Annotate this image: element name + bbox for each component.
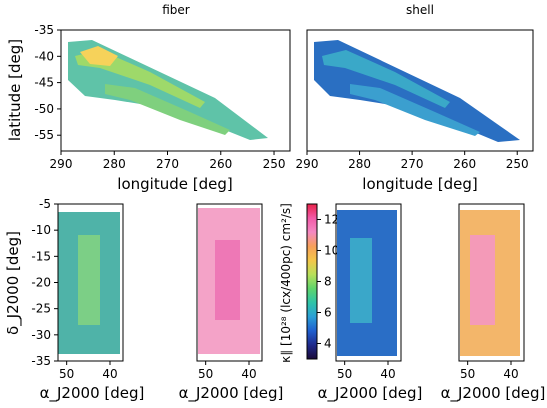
heatmap-fiber-peak [80,46,118,66]
heatmap-bottom-2 [198,208,260,354]
x-tick-label: 250 [263,157,286,171]
x-axis-label-shell: longitude [deg] [362,175,477,193]
heatmap-bottom-3 [337,210,397,356]
x-tick-label: 260 [453,157,476,171]
x-tick-label: 280 [348,157,371,171]
heatmap-shell [314,40,520,142]
panel-bottom-2: 50 40 α_J2000 [deg] [179,203,284,403]
y-tick-label: -35 [31,354,51,368]
y-tick-label: -35 [34,23,54,37]
panel-title-fiber: fiber [162,3,190,17]
panel-bottom-1: -5-10-15-20-25-30-35 50 40 α_J2000 [deg] … [4,197,144,403]
x-tick-label: 50 [59,367,74,381]
y-ticks-bottom-1: -5 -10 -15 -20 -25 -30 -35 [31,197,58,368]
x-tick-label: 40 [503,367,518,381]
heatmap-bottom-1 [58,212,120,354]
heatmap-bottom-4-band [470,235,495,325]
y-tick-label: -30 [31,328,51,342]
colorbar-tick-label: 10 [324,244,339,258]
panel-bottom-4: 50 40 α_J2000 [deg] [441,203,546,403]
axes-frame-fiber [60,29,291,152]
y-tick-label: -25 [31,302,51,316]
y-axis-label-fiber: latitude [deg] [6,39,24,141]
heatmap-shell-band [322,50,450,108]
heatmap-bottom-4 [460,210,520,356]
x-tick-label: 50 [198,367,213,381]
y-ticks-fiber: -35 -40 -45 -50 -55 [34,23,61,142]
y-tick-label: -5 [39,197,51,211]
heatmap-bottom-1-band [78,235,100,325]
x-tick-label: 290 [50,157,73,171]
x-tick-label: 290 [296,157,319,171]
colorbar-tick-label: 12 [324,213,339,227]
colorbar-bar [306,203,318,360]
x-tick-label: 40 [102,367,117,381]
x-axis-label-bottom-2: α_J2000 [deg] [179,384,284,403]
x-ticks-bottom-1: 50 40 [59,361,118,381]
x-ticks-shell: 290 280 270 260 250 [296,151,529,171]
x-tick-label: 270 [401,157,424,171]
x-tick-label: 250 [506,157,529,171]
panel-title-shell: shell [406,3,434,17]
x-axis-label-bottom-4: α_J2000 [deg] [441,384,546,403]
axes-frame-bottom-4 [458,203,525,362]
x-tick-label: 50 [460,367,475,381]
heatmap-shell-lower-band [350,84,480,136]
x-axis-label-bottom-3: α_J2000 [deg] [318,384,423,403]
x-tick-label: 50 [337,367,352,381]
colorbar-ticks: 4 6 8 10 12 [317,213,339,351]
x-tick-label: 260 [209,157,232,171]
x-axis-label-bottom-1: α_J2000 [deg] [40,384,145,403]
x-ticks-bottom-2: 50 40 [198,361,257,381]
colorbar-tick-label: 4 [324,337,332,351]
x-tick-label: 40 [380,367,395,381]
x-ticks-bottom-3: 50 40 [337,361,396,381]
panel-shell: shell 290 280 270 260 250 longitude [deg] [296,3,534,193]
y-tick-label: -55 [34,128,54,142]
y-axis-label-bottom-1: δ_J2000 [deg] [4,231,23,335]
colorbar-tick-label: 6 [324,306,332,320]
heatmap-fiber [68,40,268,140]
heatmap-bottom-2-band [215,240,240,320]
panel-fiber: fiber -35 -40 -45 -50 -55 290 280 270 260 250 lo… [6,3,291,193]
x-axis-label-fiber: longitude [deg] [117,175,232,193]
colorbar-tick-label: 8 [324,275,332,289]
x-ticks-bottom-4: 50 40 [460,361,519,381]
y-tick-label: -50 [34,102,54,116]
y-tick-label: -10 [31,223,51,237]
x-ticks-fiber: 290 280 270 260 250 [50,151,286,171]
colorbar: 4 6 8 10 12 κ∥ [10²⁸ (lcx/400pc) cm²/s] [279,203,339,363]
x-tick-label: 280 [103,157,126,171]
x-tick-label: 40 [241,367,256,381]
y-tick-label: -15 [31,249,51,263]
panel-bottom-3: 50 40 α_J2000 [deg] [318,203,423,403]
colorbar-label: κ∥ [10²⁸ (lcx/400pc) cm²/s] [279,203,293,363]
heatmap-bottom-3-band [350,238,372,323]
x-tick-label: 270 [156,157,179,171]
heatmap-fiber-lower-band [105,84,230,135]
y-tick-label: -20 [31,276,51,290]
axes-frame-bottom-3 [335,203,402,362]
axes-frame-bottom-2 [196,203,263,362]
axes-frame-shell [306,29,534,152]
y-tick-label: -45 [34,76,54,90]
y-tick-label: -40 [34,49,54,63]
